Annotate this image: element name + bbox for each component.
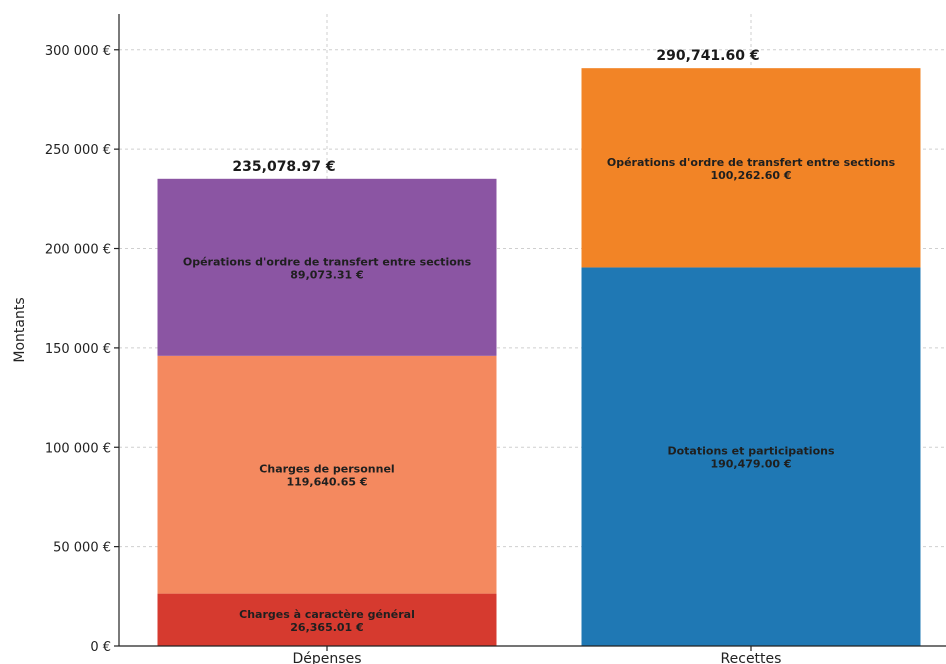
total-label: 235,078.97 € <box>232 159 335 175</box>
y-tick-label: 250 000 € <box>45 143 111 158</box>
segment-name-label: Charges à caractère général <box>239 608 415 621</box>
y-tick-label: 50 000 € <box>53 541 111 556</box>
y-tick-label: 0 € <box>90 640 111 655</box>
segment-value-label: 190,479.00 € <box>710 458 791 471</box>
segment-name-label: Charges de personnel <box>259 463 394 476</box>
bar-segment <box>157 178 497 356</box>
segment-name-label: Dotations et participations <box>667 445 834 458</box>
y-tick-label: 100 000 € <box>45 441 111 456</box>
x-category-label: Dépenses <box>293 651 362 664</box>
bars <box>157 68 921 646</box>
y-tick-label: 150 000 € <box>45 342 111 357</box>
segment-value-label: 100,262.60 € <box>710 169 791 182</box>
y-axis-label: Montants <box>12 297 28 362</box>
y-tick-label: 300 000 € <box>45 44 111 59</box>
x-category-label: Recettes <box>721 651 782 664</box>
bar-segment <box>157 593 497 646</box>
y-tick-label: 200 000 € <box>45 243 111 258</box>
x-ticks: Dépenses Recettes <box>293 646 782 664</box>
total-label: 290,741.60 € <box>656 48 759 64</box>
segment-value-label: 119,640.65 € <box>286 476 367 489</box>
bar-segment <box>581 267 921 646</box>
segment-name-label: Opérations d'ordre de transfert entre se… <box>607 156 896 169</box>
bar-segment <box>581 68 921 268</box>
segment-value-label: 26,365.01 € <box>290 621 363 634</box>
axes <box>118 14 946 647</box>
bar-segment <box>157 355 497 594</box>
segment-name-label: Opérations d'ordre de transfert entre se… <box>183 255 472 268</box>
segment-value-label: 89,073.31 € <box>290 268 363 281</box>
y-ticks: 0 € 50 000 € 100 000 € 150 000 € 200 000 € 25… <box>45 44 119 655</box>
